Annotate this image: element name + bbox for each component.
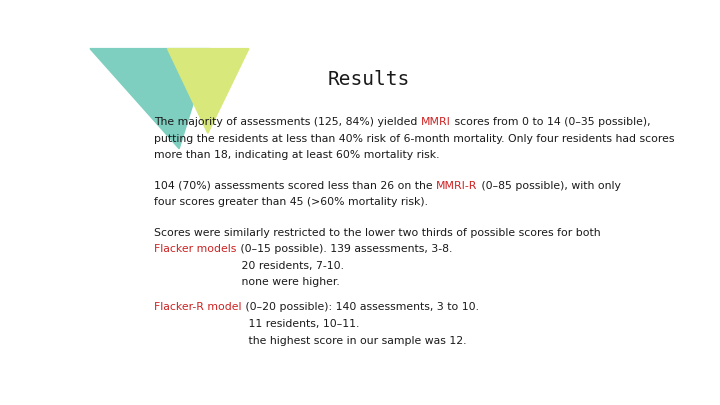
Text: 104 (70%) assessments scored less than 26 on the: 104 (70%) assessments scored less than 2… — [154, 181, 436, 191]
Text: 11 residents, 10–11.: 11 residents, 10–11. — [154, 319, 359, 329]
Text: MMRI: MMRI — [421, 117, 451, 127]
Text: (0–15 possible). 139 assessments, 3-8.: (0–15 possible). 139 assessments, 3-8. — [237, 245, 452, 254]
Text: putting the residents at less than 40% risk of 6-month mortality. Only four resi: putting the residents at less than 40% r… — [154, 134, 675, 144]
Polygon shape — [168, 49, 249, 133]
Text: Results: Results — [328, 70, 410, 90]
Text: the highest score in our sample was 12.: the highest score in our sample was 12. — [154, 335, 467, 345]
Text: The majority of assessments (125, 84%) yielded: The majority of assessments (125, 84%) y… — [154, 117, 421, 127]
Text: 20 residents, 7-10.: 20 residents, 7-10. — [154, 261, 344, 271]
Text: Scores were similarly restricted to the lower two thirds of possible scores for : Scores were similarly restricted to the … — [154, 228, 600, 238]
Text: none were higher.: none were higher. — [154, 277, 340, 288]
Text: MMRI-R: MMRI-R — [436, 181, 477, 191]
Text: more than 18, indicating at least 60% mortality risk.: more than 18, indicating at least 60% mo… — [154, 150, 440, 160]
Text: (0–85 possible), with only: (0–85 possible), with only — [477, 181, 621, 191]
Text: four scores greater than 45 (>60% mortality risk).: four scores greater than 45 (>60% mortal… — [154, 197, 428, 207]
Text: scores from 0 to 14 (0–35 possible),: scores from 0 to 14 (0–35 possible), — [451, 117, 651, 127]
Polygon shape — [90, 49, 210, 149]
Text: (0–20 possible): 140 assessments, 3 to 10.: (0–20 possible): 140 assessments, 3 to 1… — [242, 303, 479, 312]
Text: Flacker-R model: Flacker-R model — [154, 303, 242, 312]
Text: Flacker models: Flacker models — [154, 245, 237, 254]
